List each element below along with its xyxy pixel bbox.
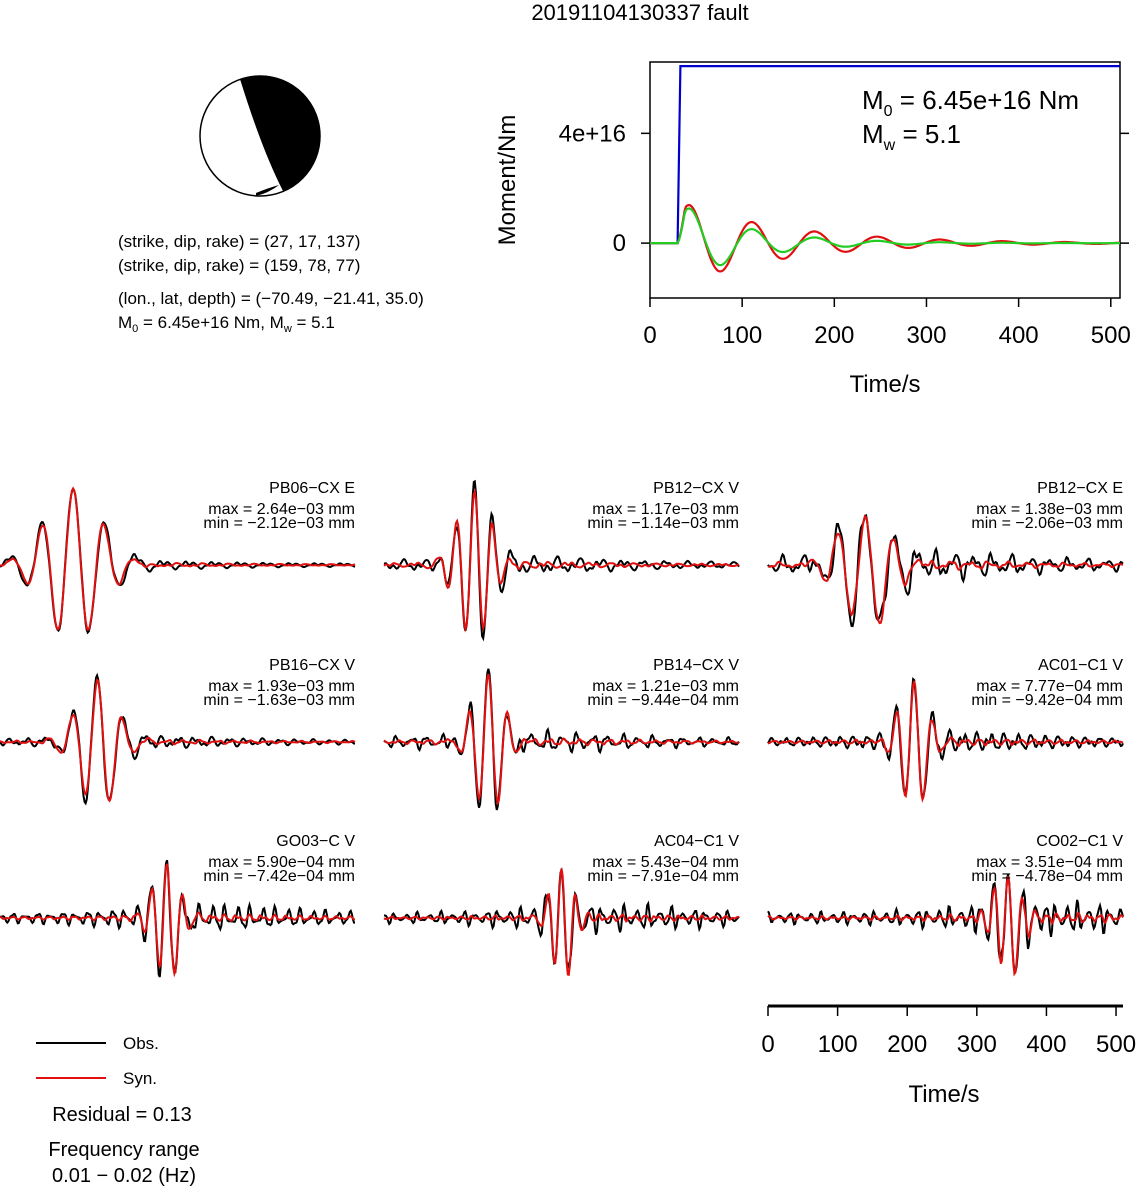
station-min: min = −7.91e−04 mm [587,868,739,885]
station-label: CO02−C1 V [1036,833,1123,850]
trace-obs [383,668,740,811]
trace-syn [0,486,356,632]
residual-text: Residual = 0.13 [52,1104,192,1126]
moment-x-tick-label: 100 [722,322,762,349]
waveform-time-axis: 0 100 200 300 400 500 [761,1004,1136,1058]
moment-y-tick-label: 0 [613,230,626,257]
trace-obs [0,672,356,806]
station-label: PB06−CX E [269,480,355,497]
moment-mw-annotation: Mw = 5.1 [862,119,961,154]
station-min: min = −2.12e−03 mm [203,515,355,532]
station-min: min = −9.44e−04 mm [587,692,739,709]
station-label: GO03−C V [276,833,355,850]
trace-syn [767,514,1123,625]
station-min: min = −1.14e−03 mm [587,515,739,532]
station-min: min = −7.42e−04 mm [203,868,355,885]
beachball-icon [199,75,321,197]
moment-m0-annotation: M0 = 6.45e+16 Nm [862,85,1079,120]
nodal-plane-1: (strike, dip, rake) = (27, 17, 137) [118,232,360,251]
trace-syn [767,876,1124,977]
source-parameters: (strike, dip, rake) = (27, 17, 137) (str… [118,232,424,335]
waveform-x-tick-label: 100 [818,1031,858,1058]
station-label: PB12−CX E [1037,480,1123,497]
station-max: max = 1.38e−03 mm [976,501,1123,518]
location: (lon., lat, depth) = (−70.49, −21.41, 35… [118,289,424,308]
moment-x-tick-label: 300 [906,322,946,349]
moment-y-tick-label: 4e+16 [559,120,626,147]
station-max: max = 2.64e−03 mm [208,501,355,518]
station-min: min = −2.06e−03 mm [971,515,1123,532]
station-max: max = 5.90e−04 mm [208,854,355,871]
frequency-label: Frequency range [48,1139,199,1161]
legend: Obs. Syn. Residual = 0.13 Frequency rang… [36,1034,200,1186]
magnitude-line: M0 = 6.45e+16 Nm, Mw = 5.1 [118,313,335,335]
moment-series-stf_red [650,203,1121,273]
station-min: min = −9.42e−04 mm [971,692,1123,709]
station-max: max = 1.93e−03 mm [208,678,355,695]
moment-x-tick-label: 0 [643,322,656,349]
waveform-x-axis-label: Time/s [908,1081,979,1108]
moment-x-axis-label: Time/s [849,371,920,398]
station-max: max = 3.51e−04 mm [976,854,1123,871]
moment-x-tick-label: 500 [1091,322,1131,349]
station-max: max = 1.21e−03 mm [592,678,739,695]
waveform-x-tick-label: 500 [1096,1031,1136,1058]
station-label: PB12−CX V [653,480,739,497]
legend-obs-label: Obs. [123,1034,159,1053]
station-label: AC01−C1 V [1038,657,1123,674]
station-max: max = 7.77e−04 mm [976,678,1123,695]
trace-syn [0,678,356,803]
nodal-plane-2: (strike, dip, rake) = (159, 78, 77) [118,256,360,275]
moment-x-tick-label: 200 [814,322,854,349]
waveform-x-tick-label: 200 [887,1031,927,1058]
moment-series-stf_green [650,207,1120,267]
figure-title: 20191104130337 fault [531,0,748,25]
trace-syn [383,673,740,806]
station-label: PB16−CX V [269,657,355,674]
trace-obs [767,514,1124,628]
trace-syn [768,680,1124,803]
waveform-x-tick-label: 0 [761,1031,774,1058]
station-min: min = −1.63e−03 mm [203,692,355,709]
trace-obs [767,874,1124,973]
waveform-x-tick-label: 300 [957,1031,997,1058]
station-min: min = −4.78e−04 mm [971,868,1123,885]
waveform-x-tick-label: 400 [1026,1031,1066,1058]
frequency-value: 0.01 − 0.02 (Hz) [52,1165,196,1186]
station-label: PB14−CX V [653,657,739,674]
station-max: max = 5.43e−04 mm [592,854,739,871]
trace-syn [0,863,356,978]
legend-syn-label: Syn. [123,1069,157,1088]
plot-frame [649,61,1121,299]
trace-syn [383,868,740,976]
moment-x-tick-label: 400 [999,322,1039,349]
moment-y-axis-label: Moment/Nm [494,115,521,246]
trace-syn [383,488,740,633]
station-max: max = 1.17e−03 mm [592,501,739,518]
station-label: AC04−C1 V [654,833,739,850]
